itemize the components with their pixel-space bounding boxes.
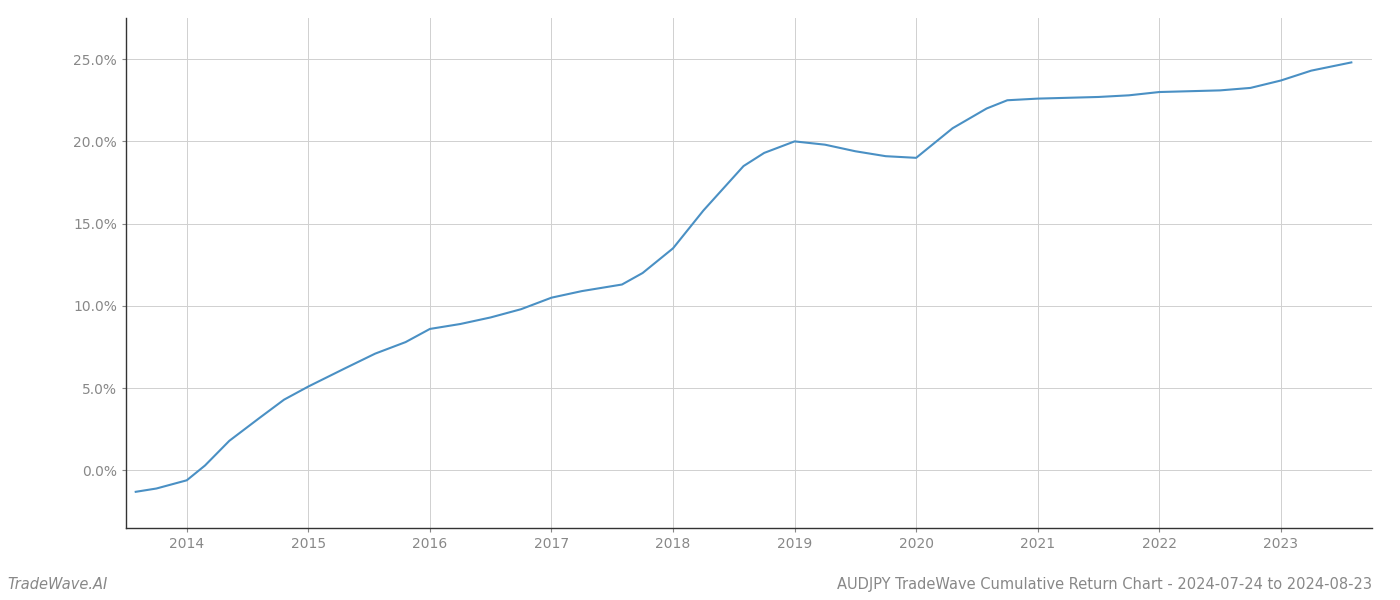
Text: TradeWave.AI: TradeWave.AI: [7, 577, 108, 592]
Text: AUDJPY TradeWave Cumulative Return Chart - 2024-07-24 to 2024-08-23: AUDJPY TradeWave Cumulative Return Chart…: [837, 577, 1372, 592]
